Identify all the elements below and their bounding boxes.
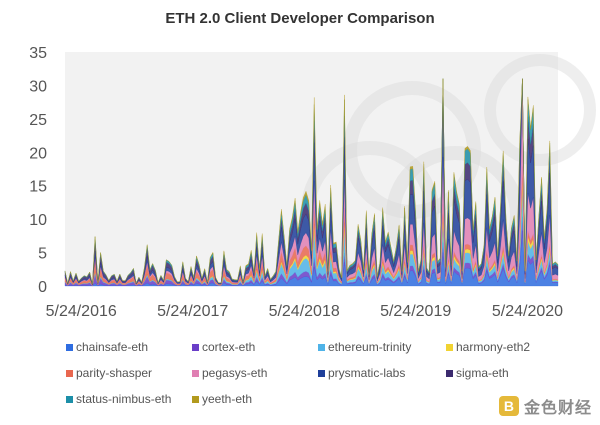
x-tick-label: 5/24/2017	[157, 303, 228, 320]
legend-item-sigma-eth[interactable]: sigma-eth	[446, 364, 556, 382]
stacked-areas	[64, 78, 559, 287]
legend-item-chainsafe-eth[interactable]: chainsafe-eth	[66, 338, 192, 356]
y-tick-label: 0	[38, 279, 47, 296]
legend-swatch	[446, 369, 453, 377]
watermark-logo-icon: B	[498, 396, 519, 416]
legend-label: cortex-eth	[202, 340, 256, 354]
y-tick-label: 30	[29, 78, 47, 95]
legend-item-harmony-eth2[interactable]: harmony-eth2	[446, 338, 556, 356]
x-axis: 5/24/2016 5/24/2017 5/24/2018 5/24/2019 5/24…	[46, 303, 564, 320]
legend-item-cortex-eth[interactable]: cortex-eth	[192, 338, 318, 356]
legend-item-prysmatic-labs[interactable]: prysmatic-labs	[318, 364, 446, 382]
legend-swatch	[66, 369, 73, 377]
legend-label: yeeth-eth	[202, 392, 253, 406]
legend-swatch	[66, 395, 73, 403]
legend-label: status-nimbus-eth	[76, 392, 172, 406]
legend-item-parity-shasper[interactable]: parity-shasper	[66, 364, 192, 382]
legend-item-status-nimbus-eth[interactable]: status-nimbus-eth	[66, 390, 192, 408]
watermark: B 金色财经	[498, 395, 592, 417]
legend-swatch	[192, 343, 199, 351]
legend-item-yeeth-eth[interactable]: yeeth-eth	[192, 390, 318, 408]
x-tick-label: 5/24/2020	[492, 303, 563, 320]
legend-label: pegasys-eth	[202, 366, 268, 380]
legend-label: ethereum-trinity	[328, 340, 412, 354]
chart-title: ETH 2.0 Client Developer Comparison	[165, 10, 434, 27]
y-tick-label: 35	[29, 45, 47, 62]
y-tick-label: 20	[29, 145, 47, 162]
x-tick-label: 5/24/2018	[269, 303, 340, 320]
legend-item-ethereum-trinity[interactable]: ethereum-trinity	[318, 338, 446, 356]
y-tick-label: 25	[29, 112, 47, 129]
legend-swatch	[66, 343, 73, 351]
legend-swatch	[192, 395, 199, 403]
legend-label: parity-shasper	[76, 366, 153, 380]
legend-item-pegasys-eth[interactable]: pegasys-eth	[192, 364, 318, 382]
legend-label: chainsafe-eth	[76, 340, 149, 354]
legend-label: sigma-eth	[456, 366, 509, 380]
legend-swatch	[192, 369, 199, 377]
legend-label: harmony-eth2	[456, 340, 531, 354]
x-tick-label: 5/24/2016	[46, 303, 117, 320]
legend-swatch	[446, 343, 453, 351]
y-axis: 0 5 10 15 20 25 30 35	[29, 45, 47, 296]
legend: chainsafe-eth cortex-eth ethereum-trinity h…	[66, 338, 556, 408]
watermark-text: 金色财经	[523, 398, 592, 417]
y-tick-label: 5	[38, 246, 47, 263]
x-tick-label: 5/24/2019	[380, 303, 451, 320]
legend-swatch	[318, 343, 325, 351]
area-series-yeeth-eth	[64, 78, 559, 285]
y-tick-label: 15	[29, 179, 47, 196]
y-tick-label: 10	[29, 212, 47, 229]
legend-label: prysmatic-labs	[328, 366, 406, 380]
legend-swatch	[318, 369, 325, 377]
watermark-ring	[484, 54, 596, 166]
